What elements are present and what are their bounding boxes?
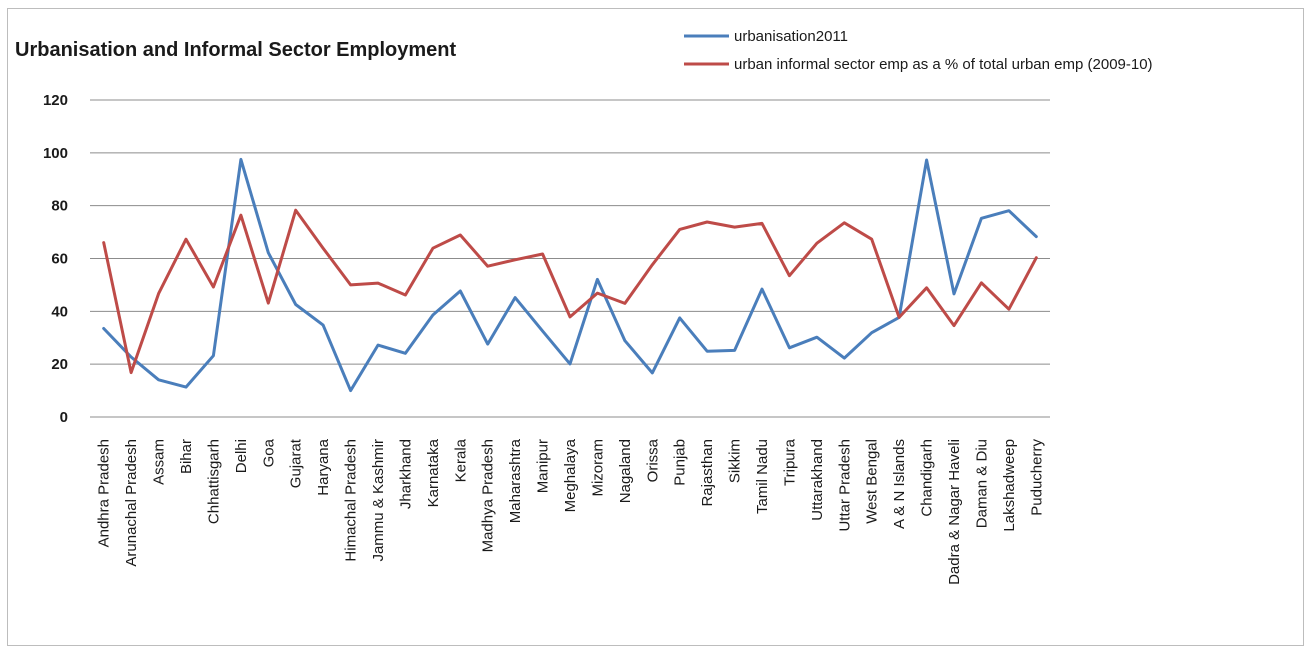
- y-axis-ticks: 0 20 40 60 80 100 120: [43, 92, 68, 426]
- x-tick-label: West Bengal: [864, 439, 881, 524]
- chart-frame: Urbanisation and Informal Sector Employm…: [7, 8, 1304, 646]
- chart-svg: Urbanisation and Informal Sector Employm…: [15, 28, 1153, 585]
- gridlines: [90, 99, 1050, 418]
- x-tick-label: Chandigarh: [919, 439, 936, 517]
- x-tick-label: Madhya Pradesh: [480, 439, 497, 552]
- x-tick-label: Tamil Nadu: [754, 439, 771, 514]
- y-tick-label: 0: [60, 409, 68, 426]
- x-tick-label: Chhattisgarh: [205, 439, 222, 524]
- y-tick-label: 80: [51, 198, 68, 215]
- series-line-1: [102, 208, 1038, 375]
- y-tick-label: 40: [51, 303, 68, 320]
- x-tick-label: Puducherry: [1028, 439, 1045, 516]
- chart-title: Urbanisation and Informal Sector Employm…: [15, 39, 457, 61]
- x-tick-label: Orissa: [644, 438, 661, 482]
- x-tick-label: Nagaland: [617, 439, 634, 503]
- x-tick-label: Dadra & Nagar Haveli: [946, 439, 963, 585]
- y-tick-label: 20: [51, 356, 68, 373]
- x-tick-label: Mizoram: [589, 439, 606, 497]
- x-tick-label: Meghalaya: [562, 438, 579, 512]
- x-tick-label: Maharashtra: [507, 438, 524, 523]
- x-tick-label: Daman & Diu: [973, 439, 990, 528]
- x-tick-label: Goa: [260, 438, 277, 467]
- x-tick-label: Uttar Pradesh: [836, 439, 853, 532]
- x-tick-label: Assam: [151, 439, 168, 485]
- legend-label: urban informal sector emp as a % of tota…: [734, 56, 1153, 73]
- x-tick-label: Karnataka: [425, 438, 442, 507]
- x-tick-label: Kerala: [452, 438, 469, 482]
- x-tick-label: Himachal Pradesh: [343, 439, 360, 562]
- x-tick-label: Bihar: [178, 439, 195, 474]
- legend-label: urbanisation2011: [734, 28, 848, 45]
- y-tick-label: 100: [43, 145, 68, 162]
- series-line-0: [102, 157, 1038, 393]
- x-axis-ticks: Andhra Pradesh Arunachal Pradesh Assam Biha…: [96, 438, 1046, 585]
- x-tick-label: Jammu & Kashmir: [370, 439, 387, 562]
- x-tick-label: A & N Islands: [891, 439, 908, 529]
- x-tick-label: Rajasthan: [699, 439, 716, 507]
- x-tick-label: Lakshadweep: [1001, 439, 1018, 532]
- x-tick-label: Arunachal Pradesh: [123, 439, 140, 567]
- x-tick-label: Manipur: [535, 439, 552, 493]
- legend: urbanisation2011 urban informal sector em…: [684, 28, 1153, 73]
- x-tick-label: Punjab: [672, 439, 689, 486]
- x-tick-label: Uttarakhand: [809, 439, 826, 521]
- y-tick-label: 60: [51, 251, 68, 268]
- series-lines: [102, 157, 1038, 393]
- y-tick-label: 120: [43, 92, 68, 109]
- x-tick-label: Haryana: [315, 438, 332, 495]
- x-tick-label: Delhi: [233, 439, 250, 473]
- x-tick-label: Andhra Pradesh: [96, 439, 113, 547]
- x-tick-label: Tripura: [781, 438, 798, 486]
- x-tick-label: Jharkhand: [397, 439, 414, 509]
- x-tick-label: Gujarat: [288, 438, 305, 488]
- x-tick-label: Sikkim: [727, 439, 744, 483]
